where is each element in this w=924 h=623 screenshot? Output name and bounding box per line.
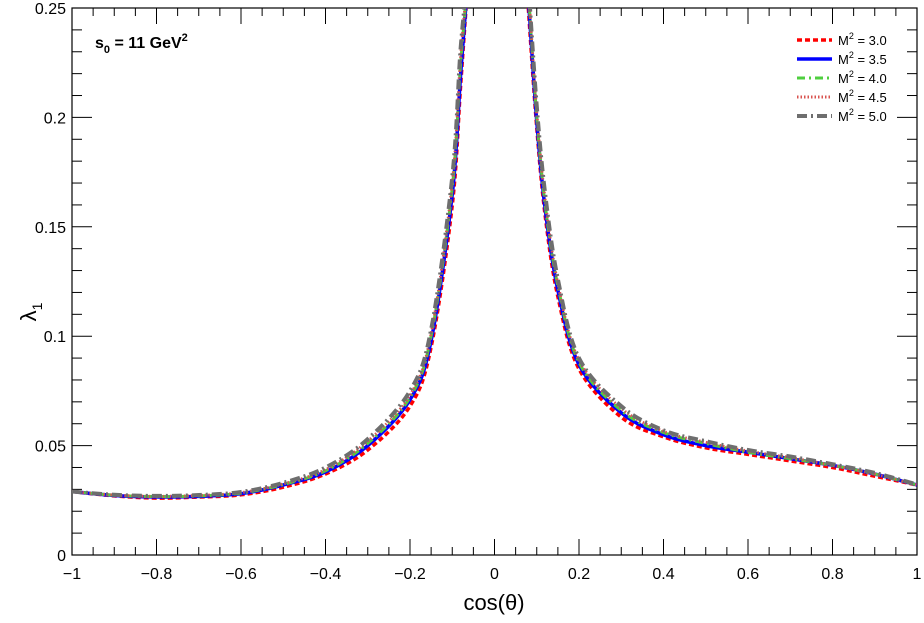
x-tick-label: −0.2 (394, 566, 426, 583)
x-tick-label: 0 (490, 566, 499, 583)
legend-label: M2 = 5.0 (838, 107, 887, 124)
x-tick-label: −0.8 (141, 566, 173, 583)
plot-frame (71, 7, 918, 556)
y-tick-label: 0.15 (35, 220, 66, 237)
series-line (527, 8, 917, 487)
legend-label: M2 = 3.0 (838, 31, 887, 48)
x-tick-label: −1 (63, 566, 81, 583)
legend-label: M2 = 4.5 (838, 88, 887, 105)
x-tick-label: 1 (913, 566, 922, 583)
legend-label: M2 = 3.5 (838, 50, 887, 67)
series-line (72, 8, 468, 499)
series-line (72, 8, 467, 498)
x-tick-label: −0.6 (225, 566, 257, 583)
y-tick-label: 0.25 (35, 1, 66, 18)
series-line (527, 8, 917, 487)
series-line (72, 8, 468, 500)
x-tick-label: 0.6 (737, 566, 759, 583)
legend: M2 = 3.0 M2 = 3.5 M2 = 4.0 M2 = 4.5 M2 = 5.0 (797, 31, 887, 124)
x-tick-label: −0.4 (310, 566, 342, 583)
y-axis-title: λ1 (16, 302, 45, 321)
annotation: s0 = 11 GeV2 (95, 32, 188, 56)
y-tick-label: 0 (57, 548, 66, 565)
legend-label: M2 = 4.0 (838, 69, 887, 86)
tick-group: −1 −0.8 −0.6 −0.4 −0.2 0 0.2 0.4 0.6 0.8 1 0 0.05 0.1… (35, 1, 922, 583)
series-group (72, 8, 917, 500)
x-tick-label: 0.8 (821, 566, 843, 583)
series-line (72, 8, 467, 498)
x-axis-title: cos(θ) (463, 590, 524, 615)
y-tick-label: 0.05 (35, 439, 66, 456)
x-tick-label: 0.4 (652, 566, 674, 583)
y-tick-label: 0.2 (44, 110, 66, 127)
y-tick-label: 0.1 (44, 329, 66, 346)
x-tick-label: 0.2 (568, 566, 590, 583)
series-line (72, 8, 467, 499)
